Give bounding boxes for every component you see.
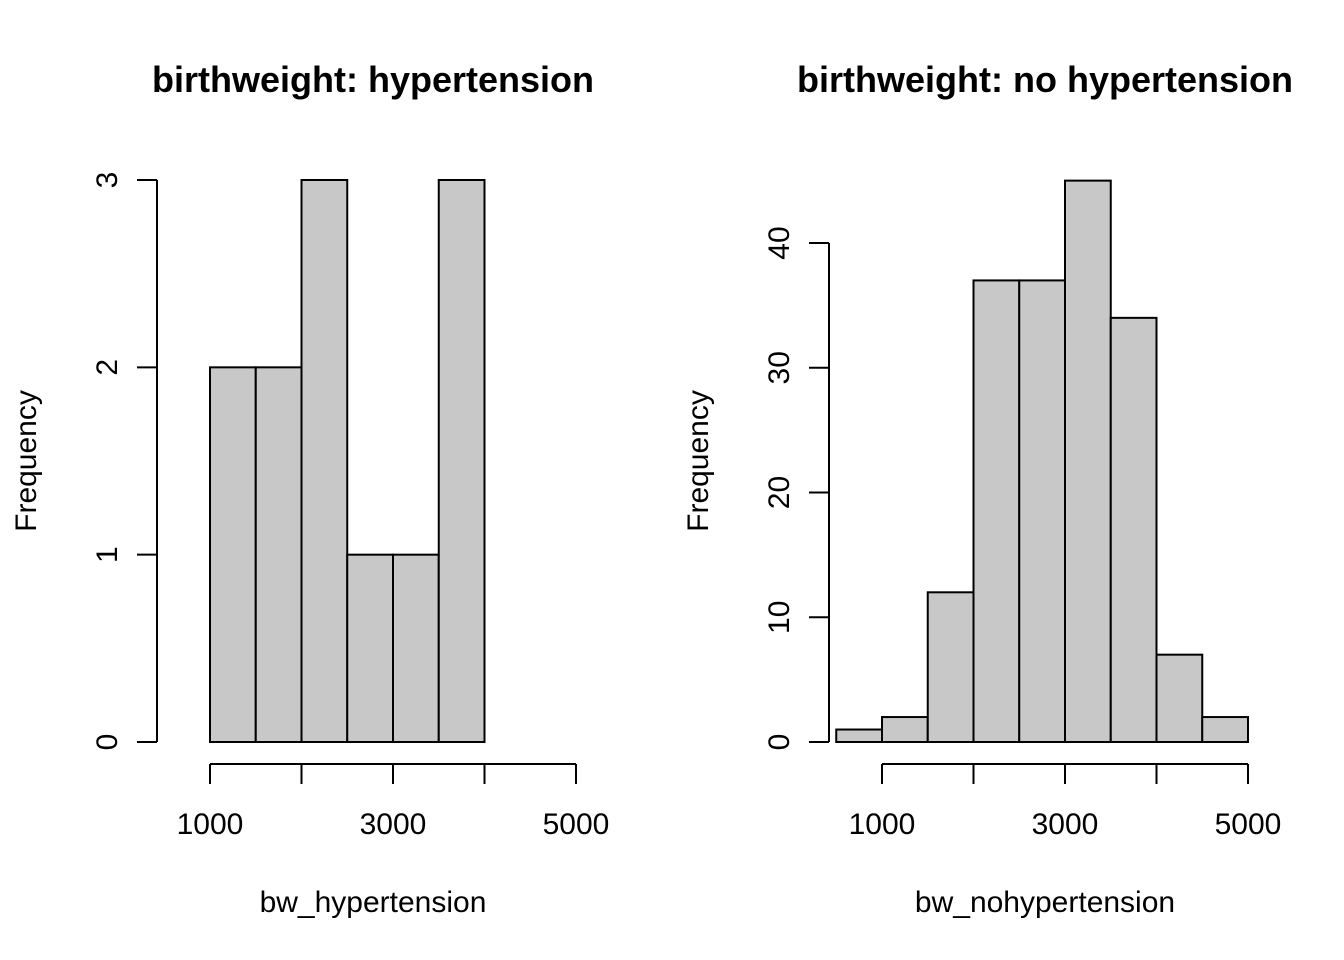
x-tick-label: 3000 xyxy=(360,808,427,841)
histogram-bar xyxy=(392,553,440,744)
axes: 0 1 2 3 1000 3000 5000 xyxy=(91,172,609,841)
histogram-bar xyxy=(1018,279,1066,743)
y-axis-label: Frequency xyxy=(682,390,715,532)
x-tick-label: 1000 xyxy=(849,808,916,841)
x-axis-label: bw_hypertension xyxy=(260,886,487,919)
histogram-bar xyxy=(254,366,303,743)
y-tick-label: 10 xyxy=(763,601,796,634)
histogram-bar xyxy=(835,728,883,744)
x-tick-label: 3000 xyxy=(1032,808,1099,841)
y-tick-label: 30 xyxy=(763,351,796,384)
x-tick-label: 1000 xyxy=(177,808,244,841)
histogram-bar xyxy=(1201,716,1249,743)
x-tick-label: 5000 xyxy=(543,808,610,841)
x-tick-label: 5000 xyxy=(1215,808,1282,841)
x-axis-label: bw_nohypertension xyxy=(915,886,1175,919)
histogram-bar xyxy=(926,591,975,743)
histogram-bar xyxy=(881,716,929,743)
histogram-panel-hypertension: birthweight: hypertension bw_hypertensio… xyxy=(10,59,609,919)
histogram-bar xyxy=(209,366,257,743)
y-axis-label: Frequency xyxy=(10,390,43,532)
histogram-bar xyxy=(1155,653,1204,743)
histogram-bar xyxy=(1109,316,1158,743)
axes: 0 10 20 30 40 1000 3000 5000 xyxy=(763,226,1281,841)
chart-title: birthweight: hypertension xyxy=(152,59,594,100)
chart-title: birthweight: no hypertension xyxy=(797,59,1293,100)
histogram-panel-no-hypertension: birthweight: no hypertension bw_nohypert… xyxy=(682,59,1293,919)
y-tick-label: 20 xyxy=(763,476,796,509)
histogram-bar xyxy=(972,279,1021,743)
y-tick-label: 3 xyxy=(91,172,124,189)
histogram-bar xyxy=(437,179,486,743)
histogram-bar xyxy=(300,179,349,743)
bars xyxy=(209,179,486,744)
y-tick-label: 0 xyxy=(91,734,124,751)
histogram-bar xyxy=(1064,179,1112,743)
y-tick-label: 2 xyxy=(91,359,124,376)
y-tick-label: 40 xyxy=(763,226,796,259)
histogram-bar xyxy=(346,553,394,744)
y-tick-label: 0 xyxy=(763,734,796,751)
y-tick-label: 1 xyxy=(91,546,124,563)
bars xyxy=(835,179,1249,744)
